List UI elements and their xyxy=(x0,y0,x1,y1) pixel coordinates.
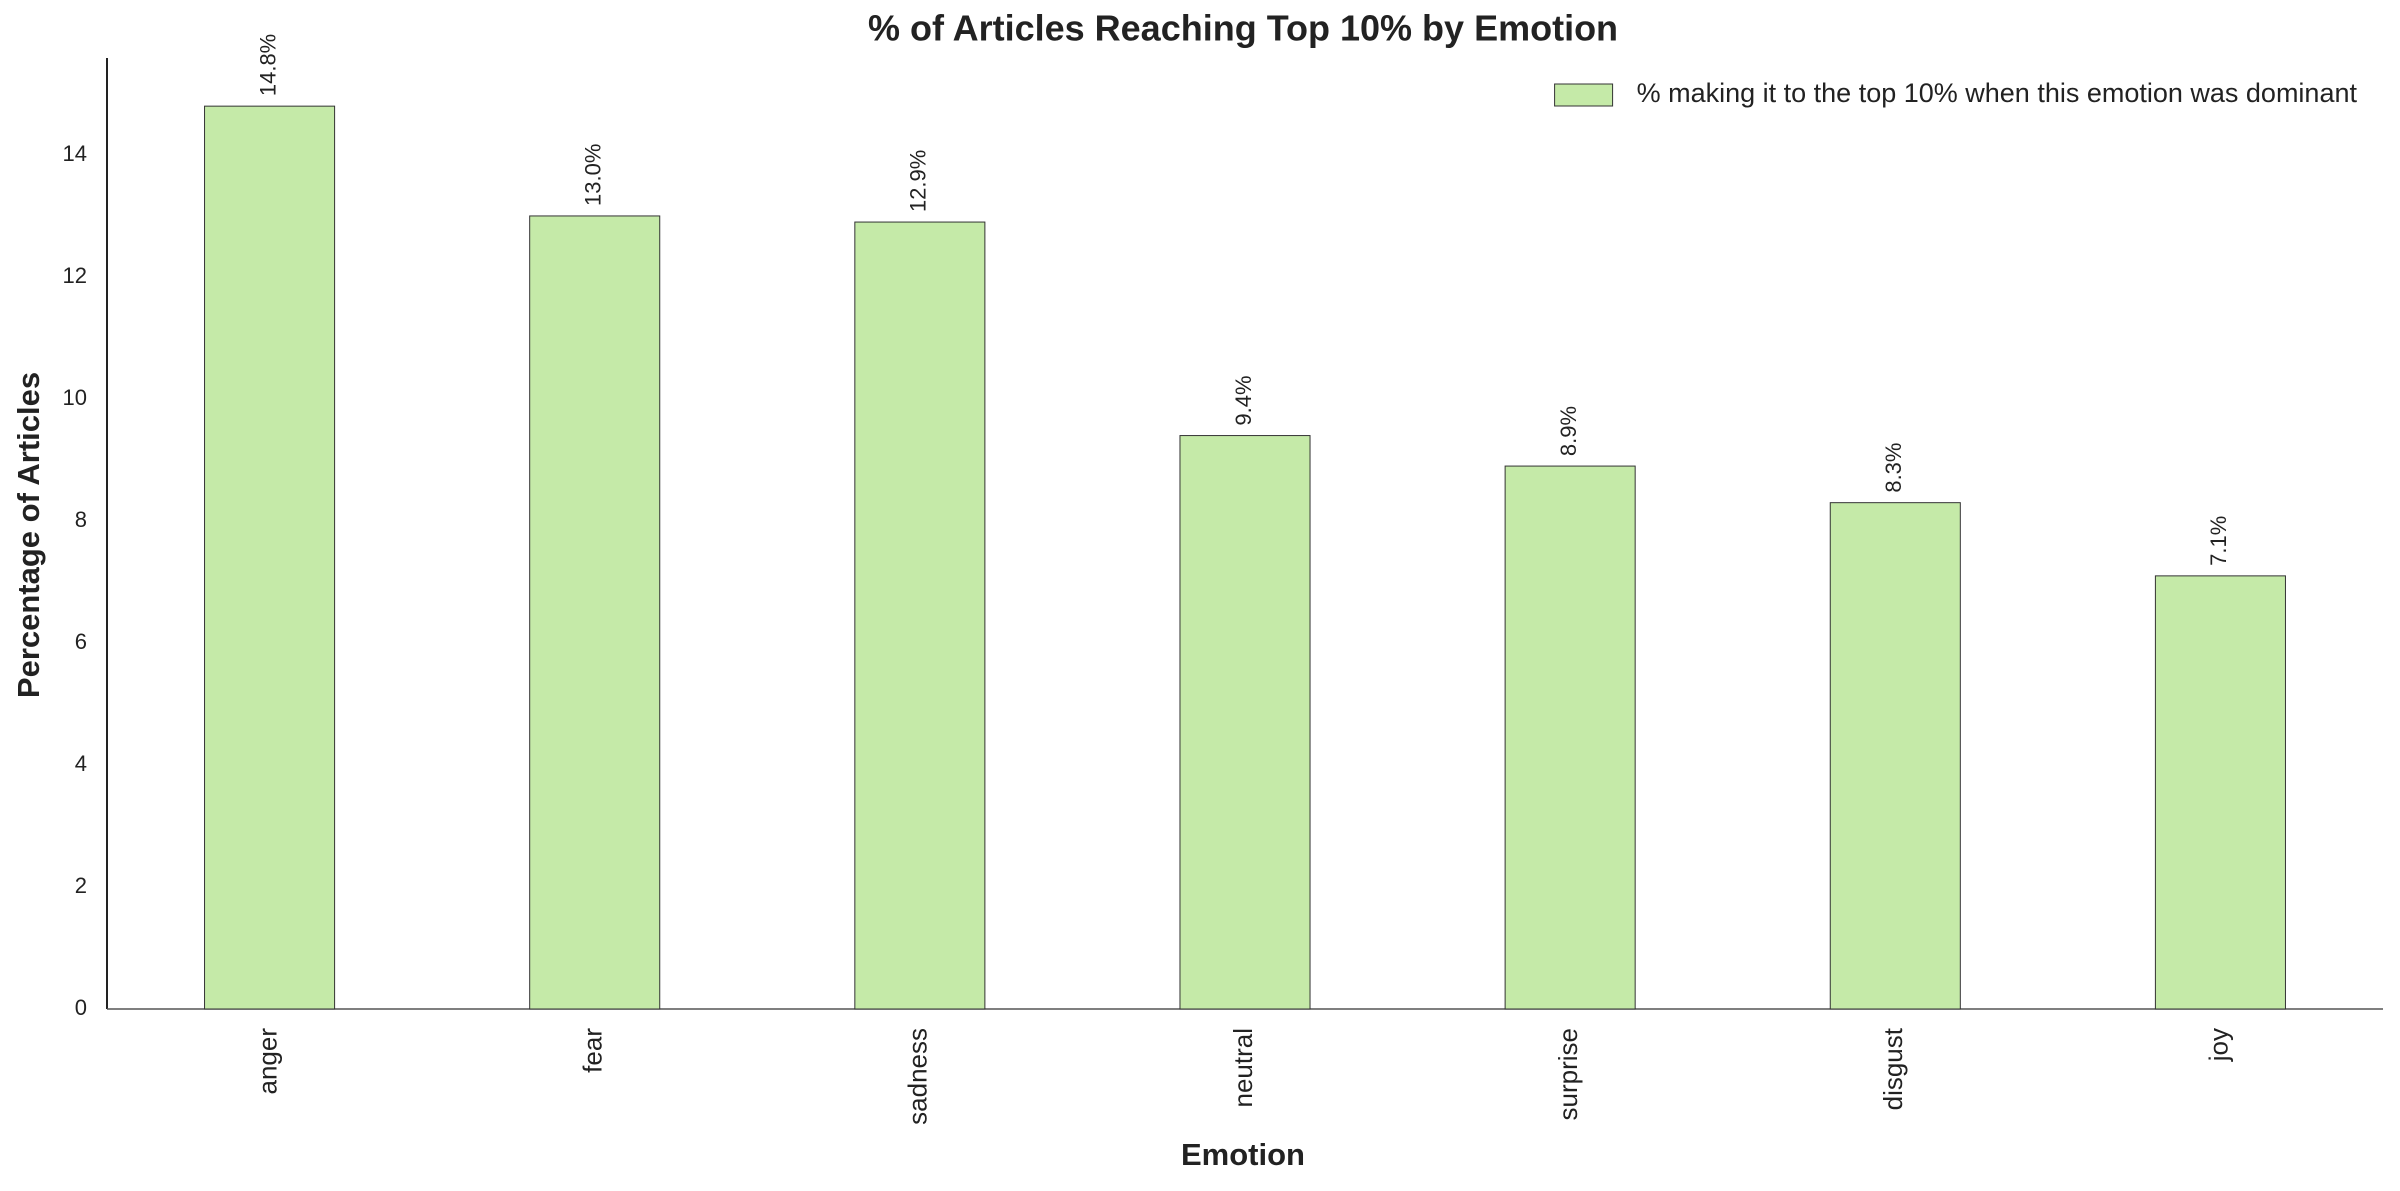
y-tick-label: 6 xyxy=(75,629,87,654)
x-tick-label: joy xyxy=(2203,1028,2233,1062)
bar xyxy=(854,221,986,1010)
x-tick-label: neutral xyxy=(1228,1028,1258,1108)
y-tick-label: 8 xyxy=(75,507,87,532)
x-tick-label: sadness xyxy=(903,1028,933,1125)
value-label: 8.3% xyxy=(1881,443,1906,493)
y-axis-label: Percentage of Articles xyxy=(11,372,46,698)
y-tick-label: 10 xyxy=(63,385,87,410)
y-tick-label: 0 xyxy=(75,995,87,1020)
bar xyxy=(1179,435,1311,1010)
x-tick-label: fear xyxy=(578,1028,608,1073)
bar xyxy=(1829,502,1961,1010)
bar xyxy=(529,215,661,1010)
chart-title: % of Articles Reaching Top 10% by Emotio… xyxy=(868,8,1618,49)
value-label: 7.1% xyxy=(2206,516,2231,566)
x-tick-label: disgust xyxy=(1878,1027,1908,1110)
bar xyxy=(2154,575,2286,1010)
y-tick-label: 14 xyxy=(63,141,87,166)
value-label: 13.0% xyxy=(581,144,606,206)
legend-swatch xyxy=(1554,83,1614,107)
y-tick-label: 4 xyxy=(75,751,87,776)
y-tick-label: 12 xyxy=(63,263,87,288)
bar xyxy=(204,105,336,1010)
value-label: 9.4% xyxy=(1231,375,1256,425)
value-label: 12.9% xyxy=(906,150,931,212)
x-tick-label: surprise xyxy=(1553,1028,1583,1120)
value-label: 8.9% xyxy=(1556,406,1581,456)
legend-label: % making it to the top 10% when this emo… xyxy=(1637,78,2358,108)
value-label: 14.8% xyxy=(255,34,280,96)
bar xyxy=(1504,465,1636,1010)
x-tick-label: anger xyxy=(252,1028,282,1095)
y-tick-label: 2 xyxy=(75,873,87,898)
x-axis-label: Emotion xyxy=(1181,1137,1305,1172)
